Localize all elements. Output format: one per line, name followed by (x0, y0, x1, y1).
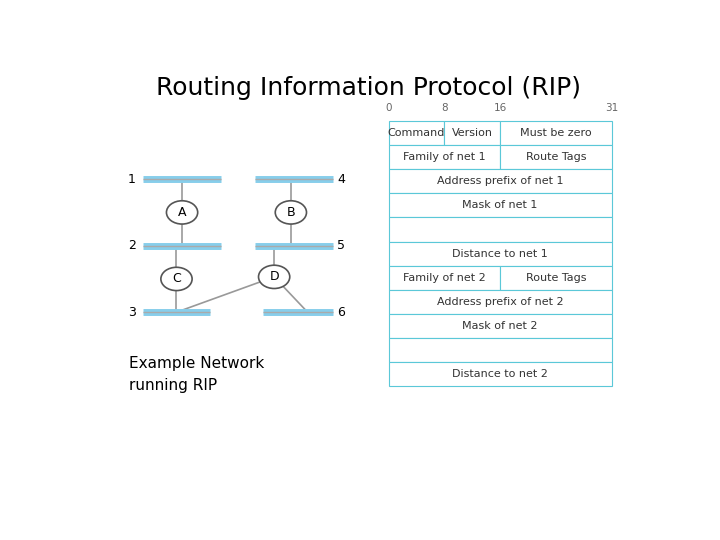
Text: Example Network
running RIP: Example Network running RIP (129, 356, 264, 393)
Text: Command: Command (388, 128, 445, 138)
Bar (389, 218, 612, 241)
Text: A: A (178, 206, 186, 219)
Circle shape (166, 201, 198, 224)
Text: 8: 8 (441, 104, 448, 113)
Text: Distance to net 1: Distance to net 1 (452, 248, 548, 259)
Text: C: C (172, 273, 181, 286)
Text: RIPv2 Packet Format: RIPv2 Packet Format (389, 356, 546, 371)
Text: 6: 6 (337, 306, 345, 319)
Text: Family of net 2: Family of net 2 (403, 273, 486, 282)
Bar (500, 266, 612, 290)
Text: Address prefix of net 2: Address prefix of net 2 (437, 297, 564, 307)
Bar (389, 145, 500, 169)
Bar (389, 362, 612, 386)
Text: Family of net 1: Family of net 1 (403, 152, 486, 162)
Text: Routing Information Protocol (RIP): Routing Information Protocol (RIP) (156, 76, 582, 100)
Circle shape (275, 201, 307, 224)
Bar (389, 338, 612, 362)
Bar (389, 169, 612, 193)
Circle shape (258, 265, 289, 288)
Bar (389, 290, 612, 314)
Bar (389, 314, 612, 338)
Text: Route Tags: Route Tags (526, 152, 586, 162)
Bar (389, 193, 612, 218)
Text: B: B (287, 206, 295, 219)
Text: 5: 5 (337, 239, 345, 252)
Text: D: D (269, 271, 279, 284)
Text: 2: 2 (128, 239, 136, 252)
Bar (389, 241, 612, 266)
Bar (389, 121, 444, 145)
Text: 4: 4 (337, 173, 345, 186)
Bar (500, 145, 612, 169)
Text: 0: 0 (385, 104, 392, 113)
Text: 3: 3 (128, 306, 136, 319)
Text: 1: 1 (128, 173, 136, 186)
Text: Mask of net 2: Mask of net 2 (462, 321, 538, 331)
Text: 16: 16 (493, 104, 507, 113)
Text: Must be zero: Must be zero (520, 128, 592, 138)
Text: Route Tags: Route Tags (526, 273, 586, 282)
Text: Distance to net 2: Distance to net 2 (452, 369, 548, 379)
Text: Address prefix of net 1: Address prefix of net 1 (437, 176, 563, 186)
Bar (500, 121, 612, 145)
Circle shape (161, 267, 192, 291)
Text: Mask of net 1: Mask of net 1 (462, 200, 538, 211)
Text: 31: 31 (605, 104, 618, 113)
Bar (389, 266, 500, 290)
Text: Version: Version (451, 128, 492, 138)
Bar (444, 121, 500, 145)
